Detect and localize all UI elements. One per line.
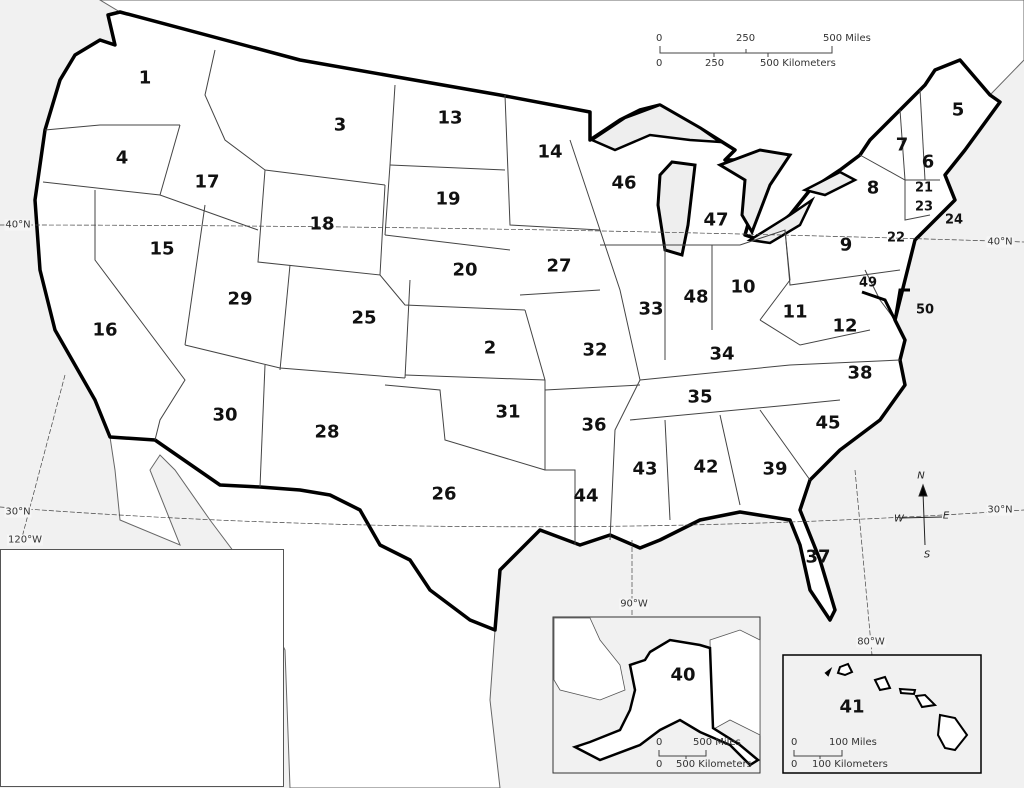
state-label: 9 xyxy=(839,234,853,256)
compass-south: S xyxy=(923,549,931,561)
state-label: 24 xyxy=(944,212,964,228)
graticule-label: 40°N xyxy=(4,219,32,231)
state-label: 10 xyxy=(730,276,756,298)
state-label: 43 xyxy=(632,458,658,480)
state-label: 7 xyxy=(895,134,909,156)
state-label: 13 xyxy=(437,107,463,129)
state-label: 31 xyxy=(495,401,521,423)
state-label: 35 xyxy=(687,386,713,408)
state-label: 12 xyxy=(832,315,858,337)
state-label: 20 xyxy=(452,259,478,281)
state-label: 34 xyxy=(709,343,735,365)
state-label: 33 xyxy=(638,298,664,320)
state-label: 46 xyxy=(611,172,637,194)
state-label: 40 xyxy=(670,664,696,686)
state-label: 29 xyxy=(227,288,253,310)
alaska-scale-mi-500: 500 Miles xyxy=(693,737,741,748)
graticule xyxy=(0,224,1024,656)
state-label: 4 xyxy=(115,147,129,169)
state-label: 32 xyxy=(582,339,608,361)
state-borders xyxy=(42,49,940,545)
state-label: 28 xyxy=(314,421,340,443)
alaska-inset xyxy=(552,616,761,774)
lake-huron xyxy=(716,148,793,236)
state-label: 15 xyxy=(149,238,175,260)
scale-km-0: 0 xyxy=(656,58,663,69)
alaska-scale-km-0: 0 xyxy=(656,759,663,770)
state-label: 39 xyxy=(762,458,788,480)
scale-bars xyxy=(658,46,843,759)
state-label: 3 xyxy=(333,114,347,136)
state-label: 49 xyxy=(858,275,878,291)
graticule-label: 30°N xyxy=(986,504,1014,516)
hawaii-scale-mi-100: 100 Miles xyxy=(829,737,877,748)
graticule-label: 30°N xyxy=(4,506,32,518)
state-label: 18 xyxy=(309,213,335,235)
scale-mi-500: 500 Miles xyxy=(823,33,871,44)
compass-north: N xyxy=(917,470,925,482)
compass-rose xyxy=(899,483,943,546)
state-label: 8 xyxy=(866,177,880,199)
state-label: 2 xyxy=(483,337,497,359)
lake-ontario xyxy=(801,170,858,197)
state-label: 38 xyxy=(847,362,873,384)
state-label: 42 xyxy=(693,456,719,478)
graticule-label: 40°N xyxy=(986,236,1014,248)
state-label: 17 xyxy=(194,171,220,193)
state-label: 30 xyxy=(212,404,238,426)
scale-km-250: 250 xyxy=(705,58,725,69)
state-label: 22 xyxy=(886,230,906,246)
graticule-label: 80°W xyxy=(856,636,886,648)
state-label: 44 xyxy=(573,485,599,507)
alaska-scale-mi-0: 0 xyxy=(656,737,663,748)
chesapeake-border xyxy=(861,288,910,325)
lake-erie xyxy=(746,196,816,245)
compass-east: E xyxy=(942,510,950,522)
hawaii-scale-km-0: 0 xyxy=(791,759,798,770)
hawaii-scale-km-100: 100 Kilometers xyxy=(812,759,888,770)
state-label: 23 xyxy=(914,199,934,215)
compass-west: W xyxy=(894,513,904,525)
graticule-label: 120°W xyxy=(7,534,43,546)
state-label: 16 xyxy=(92,319,118,341)
state-label: 45 xyxy=(815,412,841,434)
state-label: 25 xyxy=(351,307,377,329)
state-label: 1 xyxy=(138,67,152,89)
state-label: 19 xyxy=(435,188,461,210)
state-label: 6 xyxy=(921,151,935,173)
scale-km-500: 500 Kilometers xyxy=(760,58,836,69)
state-label: 36 xyxy=(581,414,607,436)
state-label: 41 xyxy=(839,696,865,718)
state-label: 26 xyxy=(431,483,457,505)
blank-inset-box xyxy=(0,549,284,787)
state-label: 37 xyxy=(805,546,831,568)
state-label: 47 xyxy=(703,209,729,231)
state-label: 27 xyxy=(546,255,572,277)
graticule-label: 90°W xyxy=(619,598,649,610)
hawaii-scale-mi-0: 0 xyxy=(791,737,798,748)
state-label: 11 xyxy=(782,301,808,323)
state-label: 5 xyxy=(951,99,965,121)
scale-mi-250: 250 xyxy=(736,33,756,44)
state-label: 14 xyxy=(537,141,563,163)
lake-superior xyxy=(589,103,725,152)
state-label: 48 xyxy=(683,286,709,308)
hawaii-inset xyxy=(782,654,982,774)
state-label: 21 xyxy=(914,180,934,196)
lake-michigan xyxy=(656,160,697,257)
state-label: 50 xyxy=(915,302,935,318)
scale-mi-0: 0 xyxy=(656,33,663,44)
alaska-scale-km-500: 500 Kilometers xyxy=(676,759,752,770)
